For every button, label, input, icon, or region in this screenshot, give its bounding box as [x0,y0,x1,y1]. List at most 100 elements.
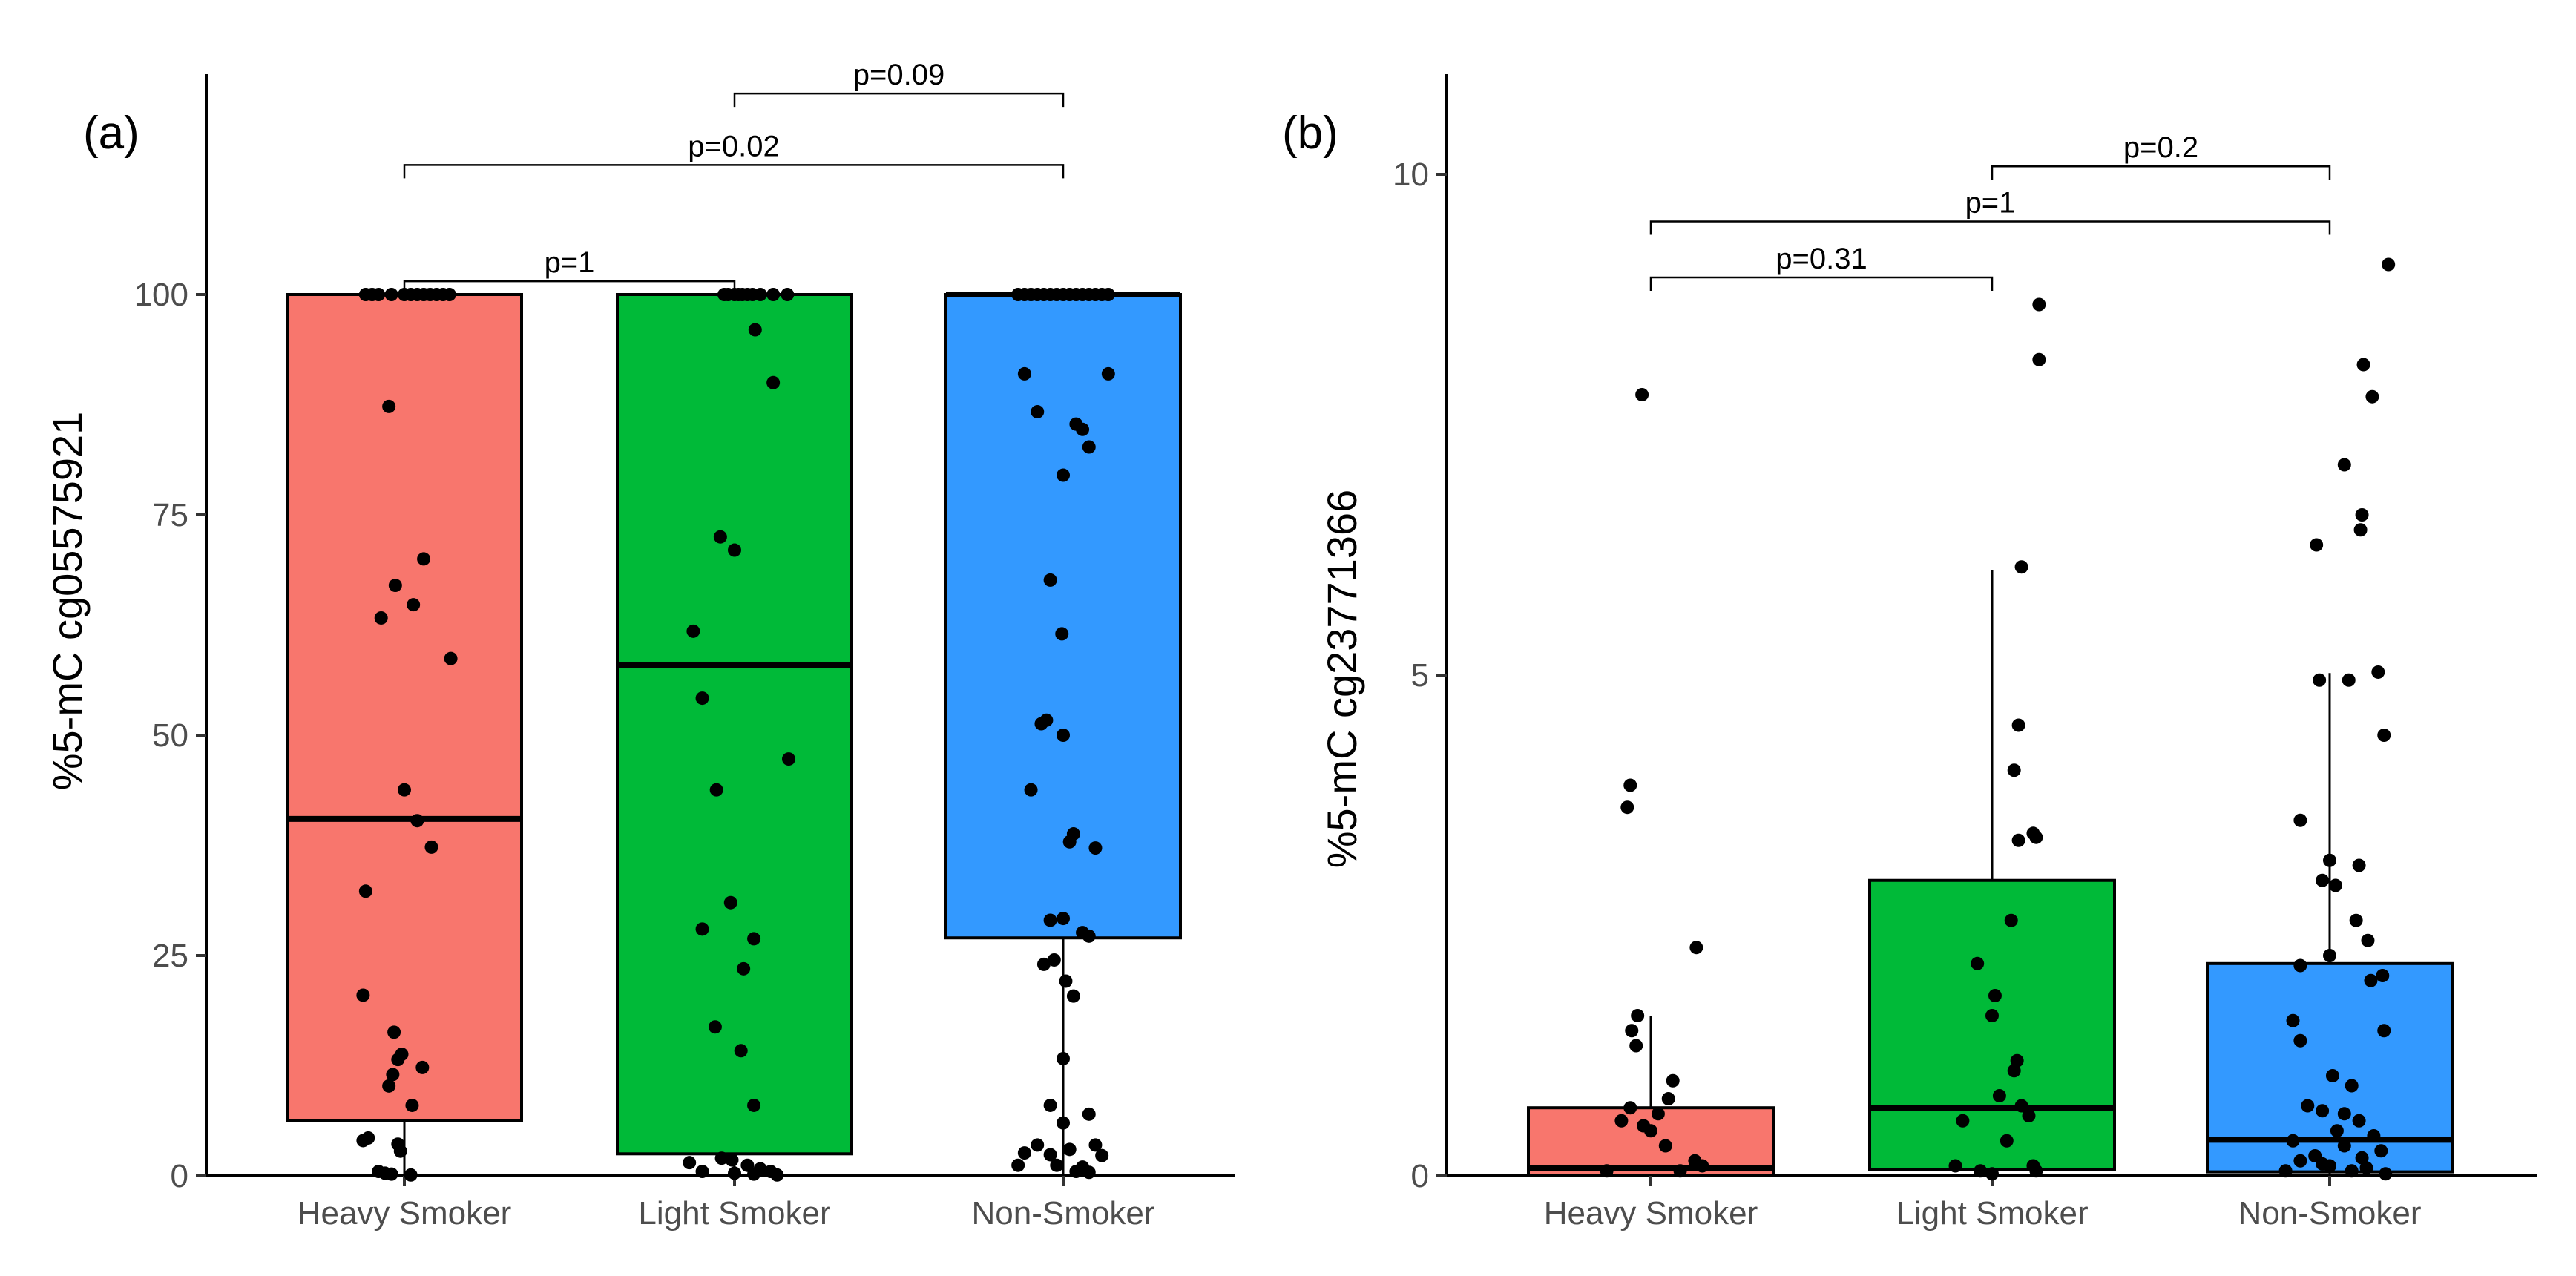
panel-b-data-point [1635,388,1649,401]
panel-b-data-point [2337,1107,2351,1121]
panel-a-data-point [737,961,751,976]
panel-b-data-point [2014,1099,2028,1113]
panel-b-data-point [1600,1164,1614,1178]
panel-a-data-point [1069,1165,1083,1179]
panel-a-data-point [410,814,424,828]
panel-b: (b) %5-mC cg23771366 0 5 10 Heavy Smoker Lig… [1282,74,2537,1231]
panel-a-data-point [747,1098,761,1112]
panel-a-data-point [714,1151,729,1165]
panel-a-data-point [781,288,795,301]
panel-a-data-point [1036,957,1051,971]
panel-b-p-value-label: p=0.2 [2123,131,2198,164]
panel-b-data-point [1948,1159,1962,1173]
panel-a-y-tick-label: 100 [134,277,188,313]
panel-b-data-point [2010,1053,2024,1068]
panel-a-x-tick-label: Non-Smoker [972,1195,1155,1231]
panel-a-data-point [713,530,727,544]
panel-a-data-point [695,922,709,936]
panel-a-data-point [1039,713,1054,727]
panel-a-data-point [407,598,421,612]
panel-a-box-1 [286,293,523,1122]
panel-b-data-point [2325,1069,2339,1082]
panel-a-data-point [734,1044,748,1058]
panel-b-data-point [2316,1104,2330,1118]
panel-a-data-point [747,932,761,946]
panel-a-data-point [1066,989,1080,1003]
panel-b-data-point [2007,763,2021,777]
panel-a-data-point [766,288,781,301]
panel-a-data-point [781,752,795,766]
panel-a-data-point [1076,926,1090,940]
panel-b-data-point [1614,1114,1629,1128]
panel-a-data-point [388,579,402,593]
panel-a-data-point [391,1053,405,1067]
panel-b-data-point [2337,458,2351,472]
panel-b-data-point [2286,1134,2300,1148]
panel-a-data-point [1031,405,1045,419]
panel-a-data-point [387,1025,401,1039]
panel-b-data-point [2301,1099,2315,1113]
panel-b-data-point [1637,1119,1651,1133]
panel-b-data-point [2029,1164,2043,1178]
panel-a-data-point [1101,366,1115,381]
panel-a-data-point [442,288,456,301]
panel-b-data-point [2345,1164,2359,1178]
panel-a-data-point [1017,366,1031,381]
panel-b-data-point [2379,1167,2393,1181]
panel-b-data-point [2004,913,2018,927]
panel-a-data-point [766,375,781,389]
panel-b-data-point [2316,1157,2330,1171]
panel-b-data-point [1695,1159,1709,1173]
panel-a-data-point [415,1060,430,1074]
panel-a-y-tick-label: 50 [152,717,188,754]
panel-b-x-tick-label: Heavy Smoker [1544,1195,1758,1231]
panel-a-data-point [356,1134,370,1148]
panel-a-data-point [1082,440,1096,454]
panel-b-data-point [1623,1101,1637,1115]
panel-a-data-point [1062,1142,1077,1157]
panel-b-data-point [1661,1092,1675,1106]
panel-a-data-point [1088,841,1103,855]
panel-a-data-point [753,288,767,301]
panel-a-data-point [405,1098,419,1112]
panel-b-data-point [1985,1009,1999,1022]
panel-a-data-point [725,1153,739,1167]
panel-b-y-tick-label: 0 [1411,1158,1429,1194]
panel-b-data-point [2352,1114,2366,1128]
panel-b-y-tick-label: 5 [1411,657,1429,694]
panel-b-data-point [2355,1151,2369,1165]
panel-a-x-tick-label: Heavy Smoker [298,1195,512,1231]
panel-b-data-point [1689,941,1703,955]
panel-b-data-point [2355,508,2369,522]
panel-b-x-tick-label: Light Smoker [1896,1195,2088,1231]
panel-a-data-point [1062,835,1077,849]
panel-b-data-point [2367,1129,2381,1142]
panel-a-data-point [709,783,723,797]
panel-b-data-point [2286,1013,2300,1027]
panel-a-data-point [686,624,700,638]
panel-b-data-point [2293,1033,2307,1048]
panel-a-data-point [1055,627,1069,641]
panel-a-significance-bracket [733,92,1065,108]
panel-b-data-point [2371,665,2385,679]
panel-b-data-point [2356,358,2370,372]
panel-a-y-tick-label: 0 [171,1158,188,1194]
panel-b-data-point [2377,729,2391,742]
panel-a-data-point [1088,1138,1103,1152]
panel-b-data-point [2364,973,2378,987]
panel-a-y-tick-label: 25 [152,938,188,974]
panel-b-data-point [1956,1114,1970,1128]
panel-b-significance-bracket [1991,165,2331,180]
panel-a-data-point [1095,1148,1109,1162]
panel-a-data-point [1101,288,1115,301]
panel-b-significance-bracket [1649,276,1994,292]
panel-a-data-point [695,1165,709,1179]
panel-b-data-point [2007,1064,2021,1078]
panel-b-significance-bracket [1649,220,2331,235]
panel-b-data-point [2353,523,2368,537]
panel-a-data-point [1043,1098,1057,1112]
panel-b-data-point [2361,933,2375,947]
panel-a-data-point [1050,1158,1064,1172]
panel-a-data-point [404,1168,418,1182]
